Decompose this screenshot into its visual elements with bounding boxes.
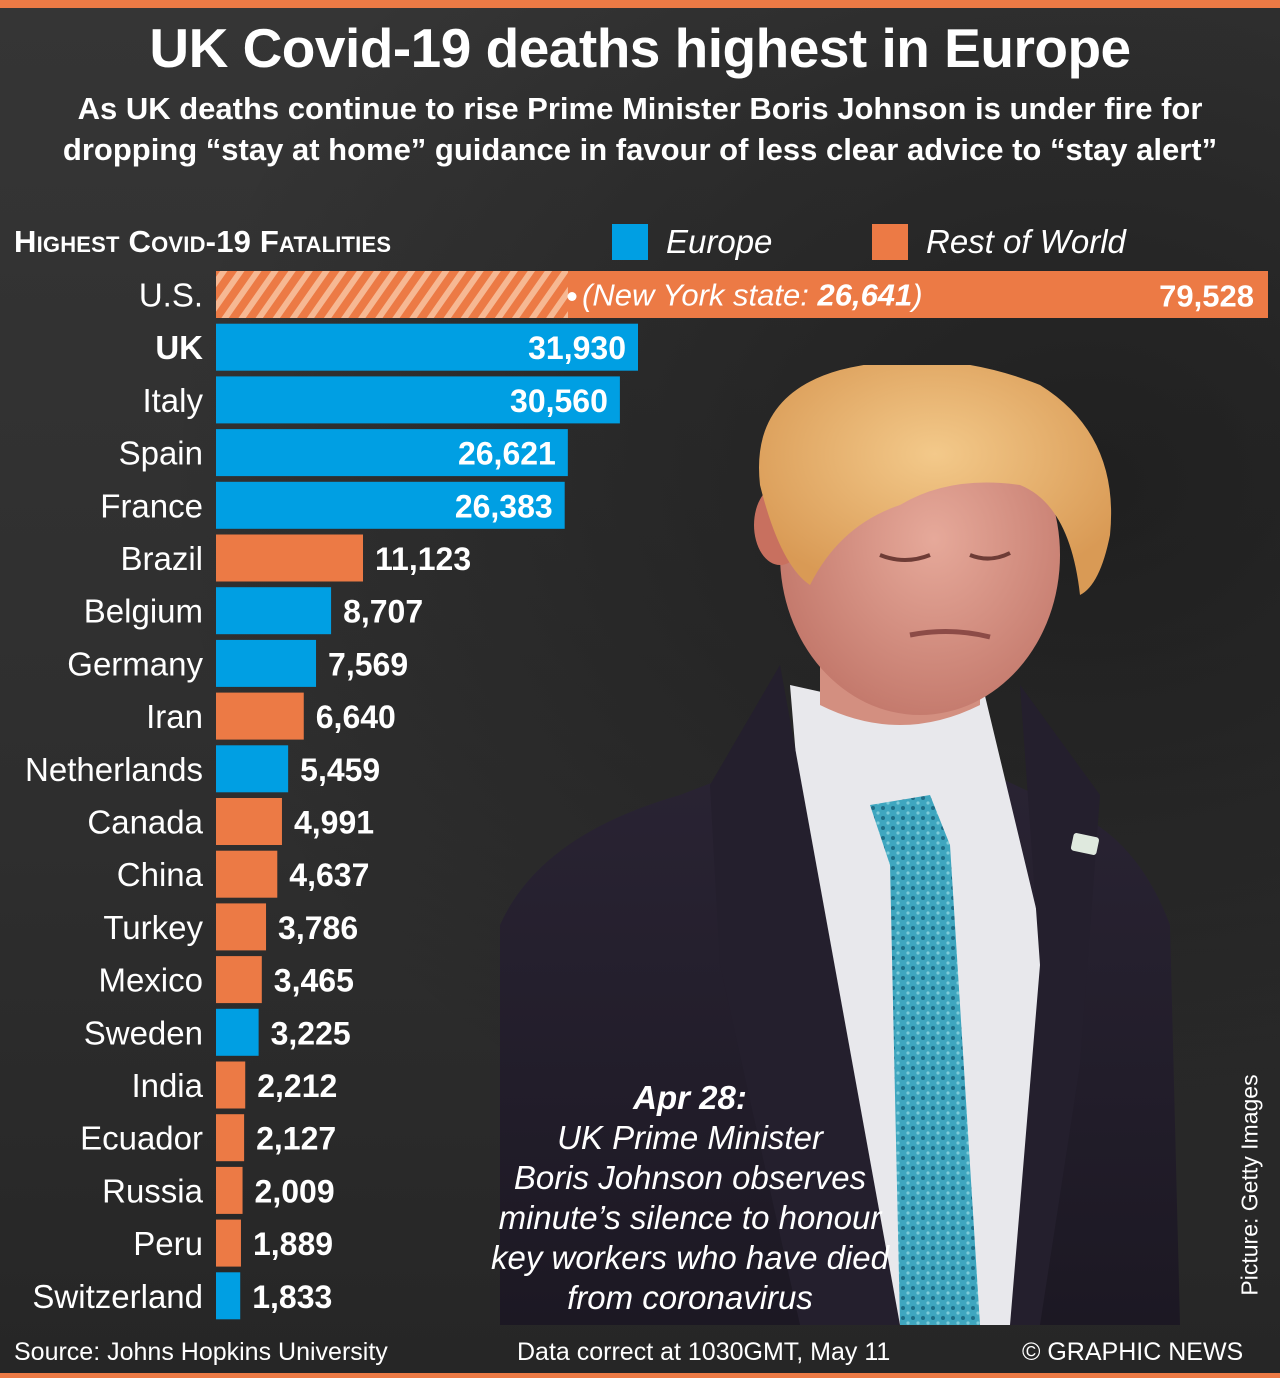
category-label-peru: Peru <box>133 1225 203 1262</box>
category-label-france: France <box>100 487 203 524</box>
bar-canada <box>216 798 282 845</box>
category-label-u-s: U.S. <box>139 277 203 314</box>
category-label-sweden: Sweden <box>84 1014 203 1051</box>
bar-italy <box>216 376 620 424</box>
legend-item-rest-of-world: Rest of World <box>872 222 1126 262</box>
category-label-ecuador: Ecuador <box>80 1120 203 1157</box>
legend-label-rest-of-world: Rest of World <box>926 223 1126 260</box>
value-label-switzerland: 1,833 <box>252 1279 332 1315</box>
value-label-ecuador: 2,127 <box>256 1121 336 1157</box>
value-label-russia: 2,009 <box>255 1173 335 1209</box>
bar-ecuador <box>216 1114 245 1162</box>
bar-germany <box>216 639 317 687</box>
lapel-left <box>710 665 900 1325</box>
category-label-iran: Iran <box>146 698 203 735</box>
page-subtitle: As UK deaths continue to rise Prime Mini… <box>62 91 1218 167</box>
category-label-uk: UK <box>155 329 203 366</box>
data-timestamp: Data correct at 1030GMT, May 11 <box>517 1338 891 1366</box>
category-label-canada: Canada <box>87 804 203 841</box>
bar-chart: U.S. (New York state: 26,641) 79,528 UK 31,9… <box>25 271 1268 1320</box>
bar-russia <box>216 1166 243 1214</box>
annotation-suffix: ) <box>908 278 922 313</box>
bar-peru <box>216 1219 241 1267</box>
lapel-pin <box>1070 833 1100 855</box>
bar-uk <box>216 323 638 371</box>
caption-line: from coronavirus <box>567 1279 813 1316</box>
caption-line: key workers who have died <box>490 1239 890 1276</box>
value-label-italy: 30,560 <box>510 383 608 419</box>
value-label-canada: 4,991 <box>294 805 374 841</box>
source-note: Source: Johns Hopkins University <box>14 1338 388 1366</box>
bar-segment-new-york-state <box>216 271 568 318</box>
top-accent-bar <box>0 0 1280 8</box>
category-label-china: China <box>117 856 204 893</box>
annotation-new-york-state: (New York state: 26,641) <box>582 278 923 313</box>
annotation-bullet-icon <box>567 292 577 301</box>
value-label-brazil: 11,123 <box>375 541 471 577</box>
legend-label-europe: Europe <box>666 223 773 260</box>
photo-credit: Picture: Getty Images <box>1236 1074 1263 1296</box>
bar-belgium <box>216 587 332 635</box>
bar-brazil <box>216 534 364 582</box>
legend-item-europe: Europe <box>612 222 772 262</box>
caption-line: minute’s silence to honour <box>498 1199 882 1236</box>
value-label-china: 4,637 <box>289 857 369 893</box>
category-label-italy: Italy <box>142 382 203 419</box>
value-label-sweden: 3,225 <box>271 1015 351 1051</box>
bar-switzerland <box>216 1272 241 1320</box>
bar-china <box>216 850 278 898</box>
category-label-belgium: Belgium <box>84 593 203 630</box>
value-label-peru: 1,889 <box>253 1226 333 1262</box>
bar-netherlands <box>216 745 289 793</box>
value-label-france: 26,383 <box>455 488 553 524</box>
category-label-brazil: Brazil <box>120 540 203 577</box>
value-label-netherlands: 5,459 <box>300 752 380 788</box>
value-label-iran: 6,640 <box>316 699 396 735</box>
caption-date: Apr 28: <box>633 1079 747 1116</box>
value-label-germany: 7,569 <box>328 646 408 682</box>
hair-shape <box>759 365 1112 595</box>
bar-iran <box>216 692 304 740</box>
category-label-netherlands: Netherlands <box>25 751 203 788</box>
bar-mexico <box>216 956 262 1004</box>
annotation-value: 26,641 <box>816 278 912 313</box>
bar-sweden <box>216 1008 259 1056</box>
chart-title: Highest Covid-19 Fatalities <box>14 224 392 259</box>
copyright: © GRAPHIC NEWS <box>1022 1338 1244 1366</box>
category-label-spain: Spain <box>119 435 203 472</box>
legend-swatch-rest-of-world <box>872 224 908 260</box>
value-label-mexico: 3,465 <box>274 963 354 999</box>
photo-boris-johnson <box>500 365 1180 1325</box>
bar-france <box>216 481 565 529</box>
category-label-mexico: Mexico <box>98 962 203 999</box>
annotation-prefix: (New York state: <box>582 278 817 313</box>
value-label-belgium: 8,707 <box>343 594 423 630</box>
page-title: UK Covid-19 deaths highest in Europe <box>149 17 1131 79</box>
tie-shape <box>870 795 980 1325</box>
value-label-india: 2,212 <box>257 1068 337 1104</box>
value-label-turkey: 3,786 <box>278 910 358 946</box>
value-label-u-s: 79,528 <box>1159 279 1254 314</box>
bar-spain <box>216 429 568 477</box>
bar-india <box>216 1061 246 1109</box>
category-label-turkey: Turkey <box>103 909 203 946</box>
category-label-india: India <box>131 1067 203 1104</box>
value-label-uk: 31,930 <box>528 330 626 366</box>
bar-turkey <box>216 903 267 951</box>
category-label-switzerland: Switzerland <box>32 1278 203 1315</box>
caption-line: UK Prime Minister <box>557 1119 823 1156</box>
bottom-accent-bar <box>0 1373 1280 1378</box>
category-label-russia: Russia <box>102 1172 204 1209</box>
photo-caption: Apr 28: UK Prime Minister Boris Johnson … <box>470 1078 910 1318</box>
category-label-germany: Germany <box>67 645 203 682</box>
value-label-spain: 26,621 <box>458 436 556 472</box>
legend-swatch-europe <box>612 224 648 260</box>
caption-line: Boris Johnson observes <box>513 1159 867 1196</box>
